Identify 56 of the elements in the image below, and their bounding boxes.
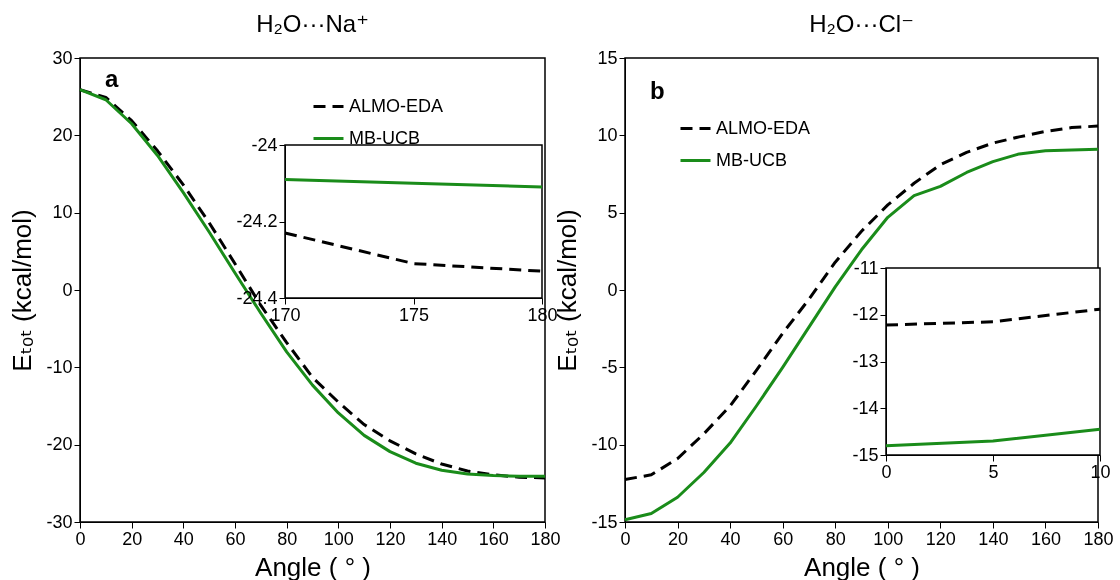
y-tick-label: -20: [46, 434, 73, 455]
y-tick-label: 5: [607, 202, 618, 223]
y-tick-label: 20: [52, 124, 73, 145]
y-tick-label: -24: [251, 134, 278, 155]
x-tick-label: 40: [173, 528, 194, 549]
x-tick-label: 175: [398, 304, 430, 325]
x-tick-label: 20: [668, 528, 689, 549]
y-tick-label: -5: [601, 356, 618, 377]
x-axis-title: Angle ( ° ): [255, 551, 371, 580]
x-tick-label: 170: [270, 304, 301, 325]
y-tick-label: 0: [607, 279, 618, 300]
y-tick-label: -10: [46, 356, 73, 377]
legend-label: MB-UCB: [716, 149, 787, 170]
x-tick-label: 0: [881, 461, 892, 482]
y-tick-label: 10: [52, 202, 73, 223]
y-tick-label: -12: [852, 304, 879, 325]
x-tick-label: 100: [323, 528, 354, 549]
y-tick-label: 10: [597, 124, 618, 145]
y-tick-label: -13: [852, 351, 879, 371]
x-tick-label: 160: [1030, 528, 1061, 549]
x-tick-label: 140: [978, 528, 1009, 549]
y-tick-label: -15: [852, 444, 879, 465]
x-tick-label: 80: [825, 528, 846, 549]
x-tick-label: 120: [375, 528, 406, 549]
x-tick-label: 180: [1083, 528, 1114, 549]
x-tick-label: 5: [988, 461, 999, 482]
x-tick-label: 40: [720, 528, 741, 549]
x-tick-label: 0: [620, 528, 631, 549]
x-tick-label: 80: [277, 528, 298, 549]
y-tick-label: -30: [46, 511, 73, 532]
y-tick-label: -10: [591, 434, 618, 455]
annotation: b: [650, 77, 665, 104]
x-tick-label: 160: [478, 528, 509, 549]
legend-label: ALMO-EDA: [349, 95, 444, 116]
chart-title: H₂O···Cl⁻: [809, 10, 914, 37]
x-tick-label: 100: [873, 528, 904, 549]
y-axis-title: Eₜₒₜ (kcal/mol): [7, 209, 38, 372]
legend-label: MB-UCB: [349, 127, 420, 148]
annotation: a: [105, 65, 119, 92]
y-tick-label: 0: [62, 279, 73, 300]
y-tick-label: 15: [597, 47, 618, 68]
x-tick-label: 0: [75, 528, 86, 549]
x-tick-label: 60: [773, 528, 794, 549]
x-tick-label: 140: [427, 528, 458, 549]
y-tick-label: -24.2: [236, 211, 278, 231]
y-tick-label: -11: [853, 257, 879, 278]
x-tick-label: 180: [530, 528, 561, 549]
x-axis-title: Angle ( ° ): [804, 551, 920, 580]
legend-label: ALMO-EDA: [716, 117, 811, 138]
y-tick-label: -14: [852, 397, 879, 418]
x-tick-label: 20: [122, 528, 143, 549]
y-tick-label: -15: [591, 511, 618, 532]
x-tick-label: 120: [925, 528, 956, 549]
x-tick-label: 60: [225, 528, 246, 549]
y-tick-label: 30: [52, 47, 73, 68]
chart-title: H₂O···Na⁺: [256, 10, 369, 37]
